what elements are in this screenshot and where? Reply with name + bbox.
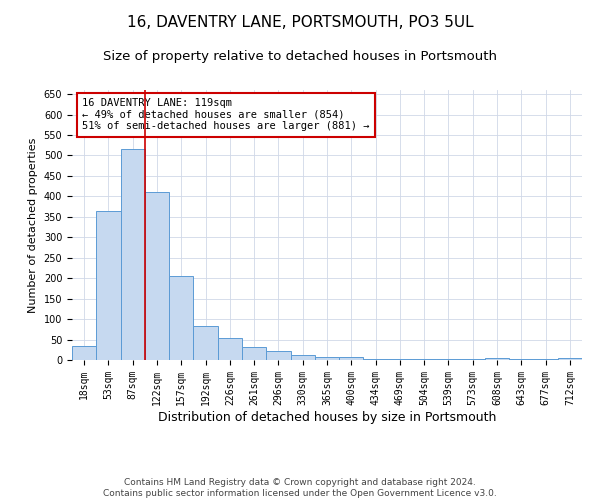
Bar bbox=[339, 356, 364, 360]
Text: 16, DAVENTRY LANE, PORTSMOUTH, PO3 5UL: 16, DAVENTRY LANE, PORTSMOUTH, PO3 5UL bbox=[127, 15, 473, 30]
Text: Contains HM Land Registry data © Crown copyright and database right 2024.
Contai: Contains HM Land Registry data © Crown c… bbox=[103, 478, 497, 498]
Text: Size of property relative to detached houses in Portsmouth: Size of property relative to detached ho… bbox=[103, 50, 497, 63]
X-axis label: Distribution of detached houses by size in Portsmouth: Distribution of detached houses by size … bbox=[158, 410, 496, 424]
Bar bbox=[72, 346, 96, 360]
Bar bbox=[121, 150, 145, 360]
Bar bbox=[145, 192, 169, 360]
Y-axis label: Number of detached properties: Number of detached properties bbox=[28, 138, 38, 312]
Bar bbox=[242, 346, 266, 360]
Bar bbox=[485, 358, 509, 360]
Text: 16 DAVENTRY LANE: 119sqm
← 49% of detached houses are smaller (854)
51% of semi-: 16 DAVENTRY LANE: 119sqm ← 49% of detach… bbox=[82, 98, 370, 132]
Bar bbox=[412, 359, 436, 360]
Bar bbox=[509, 359, 533, 360]
Bar bbox=[266, 351, 290, 360]
Bar bbox=[461, 359, 485, 360]
Bar bbox=[193, 326, 218, 360]
Bar bbox=[364, 359, 388, 360]
Bar bbox=[290, 355, 315, 360]
Bar bbox=[436, 359, 461, 360]
Bar bbox=[218, 338, 242, 360]
Bar bbox=[558, 358, 582, 360]
Bar bbox=[169, 276, 193, 360]
Bar bbox=[533, 359, 558, 360]
Bar bbox=[388, 359, 412, 360]
Bar bbox=[96, 210, 121, 360]
Bar bbox=[315, 356, 339, 360]
